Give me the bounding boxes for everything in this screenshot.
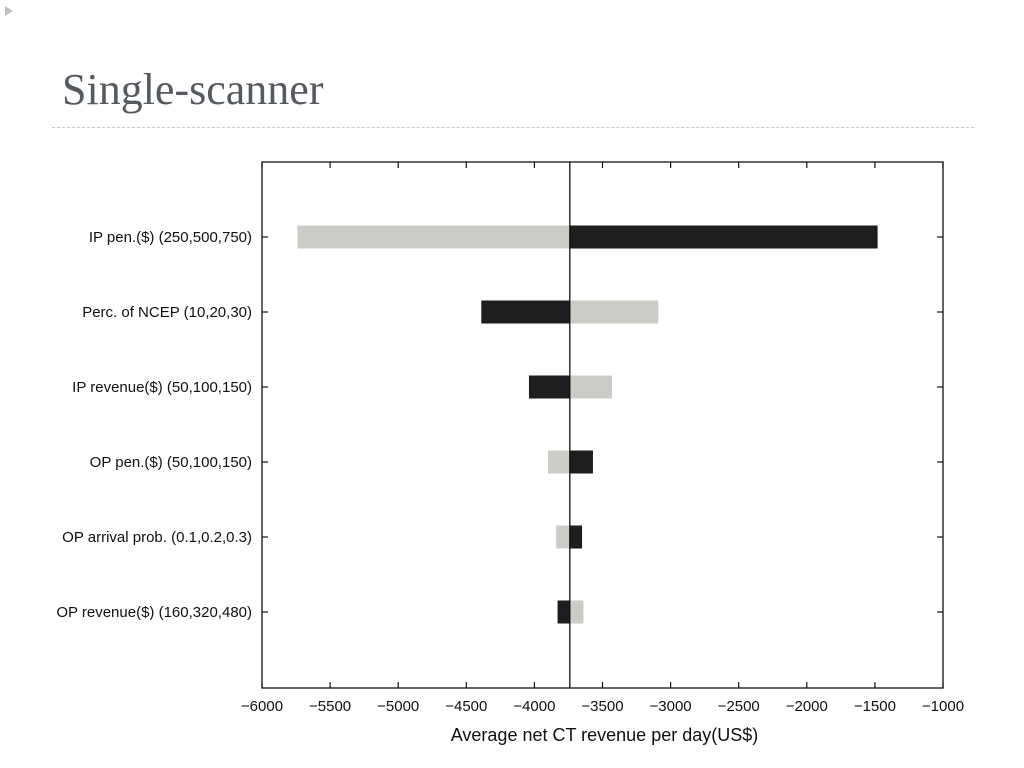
y-category-label: Perc. of NCEP (10,20,30) — [82, 304, 252, 321]
x-tick-label: −4000 — [513, 698, 555, 715]
y-category-label: OP arrival prob. (0.1,0.2,0.3) — [62, 529, 252, 546]
bar-light-5 — [569, 600, 584, 624]
slide-marker-icon — [5, 6, 13, 16]
bar-dark-3 — [569, 450, 593, 474]
bar-light-2 — [569, 375, 613, 399]
x-tick-label: −3000 — [650, 698, 692, 715]
x-axis-label: Average net CT revenue per day(US$) — [451, 725, 759, 745]
bar-dark-5 — [557, 600, 570, 624]
title-divider — [52, 127, 974, 128]
x-tick-label: −1000 — [922, 698, 964, 715]
labels-layer: −6000 −5500 −5000 −4500 −4000 −3500 −3000 −2500… — [56, 229, 964, 715]
y-category-label: OP revenue($) (160,320,480) — [56, 604, 252, 621]
x-tick-label: −2500 — [718, 698, 760, 715]
y-category-label: IP revenue($) (50,100,150) — [72, 379, 252, 396]
x-tick-label: −5500 — [309, 698, 351, 715]
bar-light-3 — [548, 450, 570, 474]
x-tick-label: −1500 — [854, 698, 896, 715]
y-category-label: IP pen.($) (250,500,750) — [89, 229, 252, 246]
bar-dark-1 — [481, 300, 570, 324]
ticks-layer — [261, 162, 944, 688]
bars-layer — [297, 225, 878, 624]
bar-dark-4 — [569, 525, 583, 549]
bar-dark-2 — [528, 375, 570, 399]
bar-light-0 — [297, 225, 570, 249]
x-tick-label: −6000 — [241, 698, 283, 715]
bar-light-4 — [556, 525, 570, 549]
x-tick-label: −4500 — [445, 698, 487, 715]
x-tick-label: −5000 — [377, 698, 419, 715]
x-tick-label: −3500 — [581, 698, 623, 715]
y-category-label: OP pen.($) (50,100,150) — [90, 454, 252, 471]
bar-dark-0 — [569, 225, 878, 249]
x-tick-label: −2000 — [786, 698, 828, 715]
slide-title: Single-scanner — [62, 65, 324, 114]
bar-light-1 — [569, 300, 659, 324]
